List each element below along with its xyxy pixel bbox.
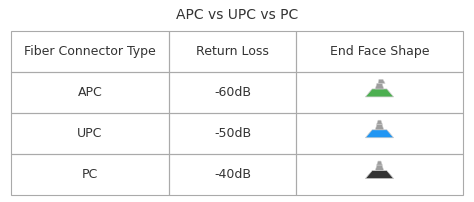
Bar: [169, 113, 296, 154]
Text: PC: PC: [82, 168, 98, 181]
Polygon shape: [375, 124, 384, 130]
Bar: [296, 31, 463, 72]
Polygon shape: [377, 120, 383, 124]
Text: -60dB: -60dB: [214, 86, 251, 99]
Text: -50dB: -50dB: [214, 127, 251, 140]
Text: APC: APC: [78, 86, 102, 99]
Bar: [169, 72, 296, 113]
Text: APC vs UPC vs PC: APC vs UPC vs PC: [176, 8, 298, 22]
Polygon shape: [365, 171, 393, 179]
Text: Return Loss: Return Loss: [196, 45, 269, 58]
Text: UPC: UPC: [77, 127, 103, 140]
Bar: [11, 113, 169, 154]
Polygon shape: [365, 89, 393, 97]
Polygon shape: [365, 130, 393, 138]
Bar: [296, 113, 463, 154]
Bar: [169, 154, 296, 195]
Polygon shape: [377, 161, 383, 165]
Text: -40dB: -40dB: [214, 168, 251, 181]
Bar: [296, 72, 463, 113]
Bar: [169, 31, 296, 72]
Polygon shape: [375, 83, 384, 89]
Polygon shape: [378, 79, 385, 83]
Bar: [11, 154, 169, 195]
Polygon shape: [375, 165, 384, 171]
Bar: [11, 72, 169, 113]
Bar: [11, 31, 169, 72]
Bar: [296, 154, 463, 195]
Text: End Face Shape: End Face Shape: [330, 45, 429, 58]
Text: Fiber Connector Type: Fiber Connector Type: [24, 45, 156, 58]
